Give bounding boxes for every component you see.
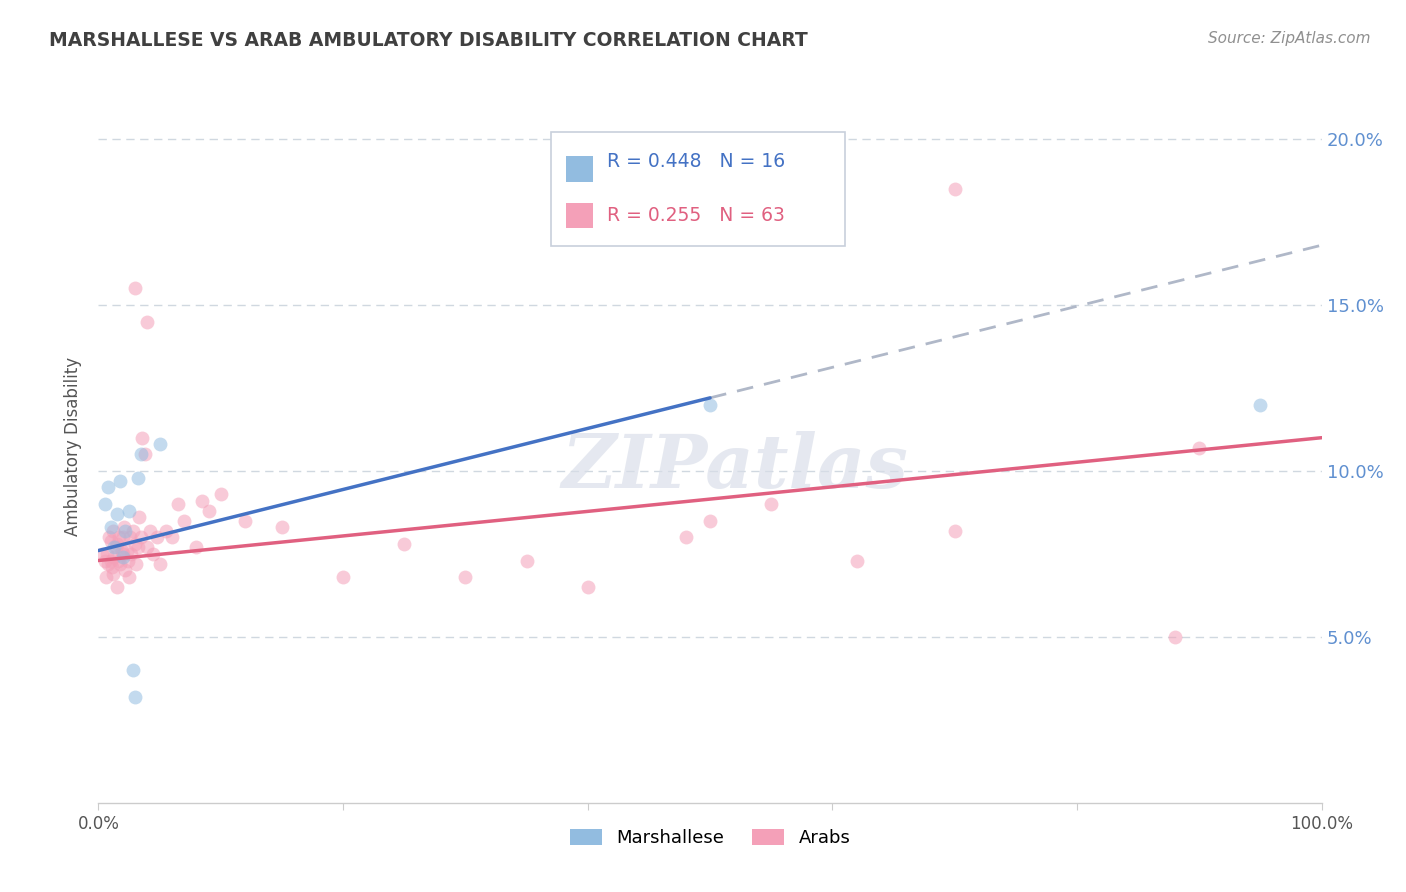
Point: [1164, 630, 1187, 644]
Point: [1249, 397, 1271, 411]
Text: R = 0.448   N = 16: R = 0.448 N = 16: [607, 153, 786, 171]
Text: ZIPatlas: ZIPatlas: [561, 431, 908, 504]
Point: [121, 524, 143, 538]
Point: [101, 560, 124, 574]
Point: [136, 540, 159, 554]
Point: [124, 537, 146, 551]
Point: [129, 447, 152, 461]
Point: [114, 524, 136, 538]
FancyBboxPatch shape: [551, 132, 845, 246]
Point: [97, 481, 120, 495]
Point: [105, 580, 128, 594]
Point: [134, 447, 156, 461]
Point: [197, 504, 219, 518]
Point: [127, 470, 149, 484]
Point: [111, 550, 134, 565]
Point: [124, 281, 146, 295]
Point: [845, 553, 868, 567]
Point: [115, 543, 138, 558]
Point: [332, 570, 354, 584]
Point: [515, 553, 537, 567]
Text: Source: ZipAtlas.com: Source: ZipAtlas.com: [1208, 31, 1371, 46]
Point: [93, 553, 115, 567]
Point: [127, 540, 149, 554]
Point: [699, 514, 721, 528]
Point: [100, 520, 122, 534]
Point: [101, 524, 124, 538]
Point: [270, 520, 294, 534]
Point: [139, 524, 162, 538]
Point: [209, 487, 232, 501]
Point: [675, 530, 697, 544]
Point: [149, 437, 172, 451]
Point: [129, 530, 152, 544]
Point: [101, 566, 124, 581]
Point: [128, 510, 150, 524]
Point: [103, 550, 125, 565]
Point: [96, 547, 118, 561]
Point: [576, 580, 599, 594]
Point: [233, 514, 256, 528]
Point: [136, 314, 159, 328]
Point: [114, 564, 136, 578]
Point: [110, 557, 132, 571]
Point: [1188, 441, 1211, 455]
Point: [173, 514, 195, 528]
Point: [100, 533, 122, 548]
Point: [761, 497, 783, 511]
Point: [117, 553, 139, 567]
Point: [97, 557, 120, 571]
Point: [149, 557, 172, 571]
Point: [186, 540, 208, 554]
Point: [103, 540, 125, 554]
Legend: Marshallese, Arabs: Marshallese, Arabs: [562, 822, 858, 855]
Point: [91, 547, 114, 561]
Point: [105, 537, 128, 551]
FancyBboxPatch shape: [565, 156, 592, 182]
Point: [107, 553, 129, 567]
Point: [118, 570, 141, 584]
Point: [93, 497, 115, 511]
Point: [125, 557, 148, 571]
Point: [111, 547, 134, 561]
Point: [191, 493, 214, 508]
Point: [142, 547, 165, 561]
Point: [392, 537, 416, 551]
Point: [94, 570, 117, 584]
Point: [155, 524, 177, 538]
Point: [699, 397, 721, 411]
Point: [118, 504, 141, 518]
Point: [100, 553, 122, 567]
Point: [121, 663, 143, 677]
Point: [120, 530, 142, 544]
Point: [112, 520, 135, 534]
Point: [120, 547, 142, 561]
Point: [146, 530, 169, 544]
Point: [943, 524, 966, 538]
Point: [98, 530, 121, 544]
Point: [111, 543, 134, 558]
Y-axis label: Ambulatory Disability: Ambulatory Disability: [65, 357, 83, 535]
Point: [104, 540, 127, 554]
Point: [124, 690, 146, 704]
Point: [943, 182, 966, 196]
Point: [111, 530, 134, 544]
Point: [108, 530, 131, 544]
Point: [167, 497, 190, 511]
Point: [105, 507, 128, 521]
Point: [160, 530, 183, 544]
Point: [454, 570, 477, 584]
FancyBboxPatch shape: [565, 202, 592, 228]
Text: MARSHALLESE VS ARAB AMBULATORY DISABILITY CORRELATION CHART: MARSHALLESE VS ARAB AMBULATORY DISABILIT…: [49, 31, 808, 50]
Point: [131, 431, 153, 445]
Text: R = 0.255   N = 63: R = 0.255 N = 63: [607, 206, 785, 225]
Point: [110, 474, 132, 488]
